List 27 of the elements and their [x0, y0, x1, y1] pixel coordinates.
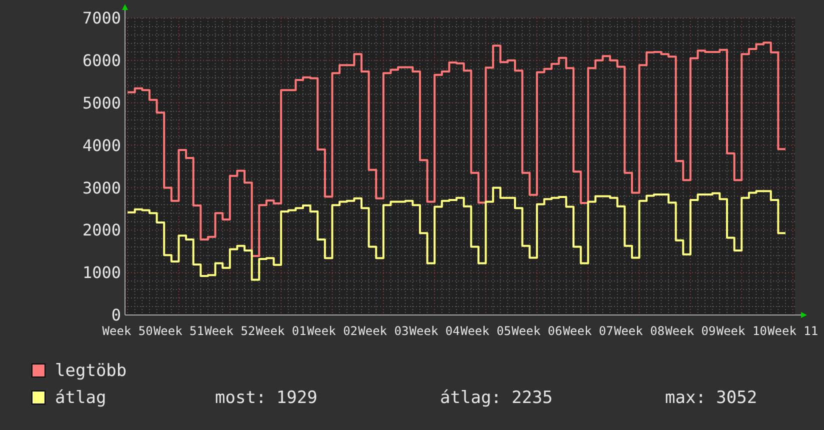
- legend-label: legtöbb: [55, 361, 127, 381]
- x-tick-label: Week 07: [562, 324, 614, 338]
- y-tick-label: 1000: [82, 263, 121, 282]
- y-tick-label: 0: [111, 306, 121, 325]
- y-tick-label: 6000: [82, 51, 121, 70]
- y-tick-label: 4000: [82, 136, 121, 155]
- x-tick-label: Week 02: [306, 324, 358, 338]
- y-tick-label: 7000: [82, 8, 121, 28]
- x-tick-label: Week 09: [665, 324, 716, 338]
- x-tick-label: Week 01: [256, 324, 306, 338]
- x-tick-label: Week 11: [768, 324, 818, 338]
- y-tick-label: 2000: [82, 220, 121, 240]
- x-tick-label: Week 08: [614, 324, 665, 338]
- y-tick-label: 5000: [82, 93, 121, 112]
- legend-label: átlag: [55, 388, 106, 408]
- x-tick-label: Week 04: [409, 324, 460, 338]
- text: max: 3052: [665, 388, 758, 408]
- x-tick-label: Week 52: [204, 324, 256, 338]
- x-tick-label: Week 06: [512, 324, 562, 338]
- x-tick-label: Week 05: [460, 324, 512, 338]
- y-tick-label: 3000: [82, 178, 121, 198]
- text: most: 1929: [215, 388, 318, 408]
- x-tick-label: Week 03: [358, 324, 409, 338]
- x-tick-label: Week 10: [716, 324, 767, 338]
- x-tick-label: Week 51: [153, 324, 204, 338]
- text: átlag: 2235: [440, 388, 553, 408]
- x-tick-label: Week 50: [102, 324, 153, 338]
